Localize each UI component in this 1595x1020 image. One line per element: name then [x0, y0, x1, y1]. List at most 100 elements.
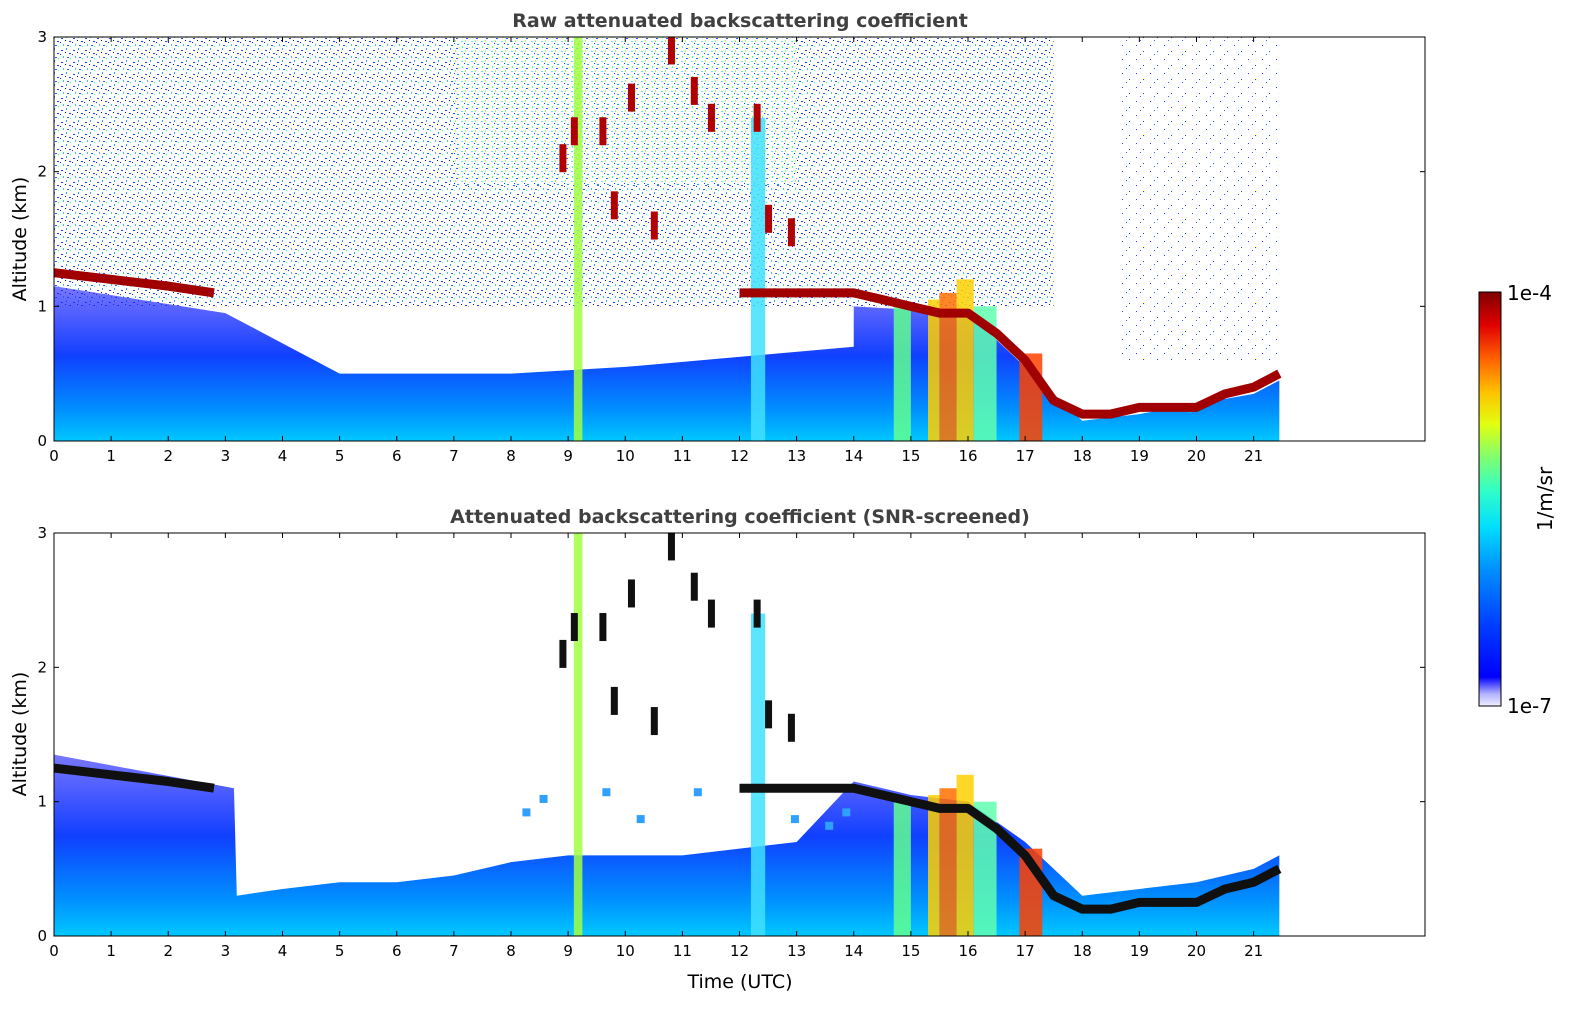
x-tick-label: 9 — [563, 942, 573, 960]
x-tick-label: 16 — [958, 447, 977, 465]
colorbar-unit-label: 1/m/sr — [1533, 466, 1557, 531]
x-tick-label: 10 — [616, 447, 635, 465]
screened-patch — [522, 808, 531, 817]
cloud-layer-line — [53, 763, 215, 793]
high-cloud-fragment — [690, 76, 698, 105]
x-tick-label: 13 — [787, 942, 806, 960]
high-cloud-fragment — [765, 700, 773, 729]
signal-column — [750, 117, 766, 442]
signal-column — [893, 801, 911, 936]
x-tick-label: 0 — [49, 447, 59, 465]
raw-clear-gap — [1053, 37, 1117, 361]
panel-screened: Attenuated backscattering coefficient (S… — [9, 506, 1426, 993]
x-tick-label: 2 — [163, 942, 173, 960]
x-tick-label: 20 — [1187, 447, 1206, 465]
panel-screened-plot-area — [53, 532, 1282, 936]
high-cloud-fragment — [559, 639, 567, 668]
signal-column — [573, 37, 583, 441]
high-cloud-fragment — [667, 532, 675, 561]
x-tick-label: 9 — [563, 447, 573, 465]
high-cloud-fragment — [610, 686, 618, 715]
x-tick-label: 1 — [106, 942, 116, 960]
x-tick-label: 21 — [1244, 942, 1263, 960]
signal-column — [973, 306, 997, 441]
high-cloud-fragment — [599, 117, 607, 146]
screened-patch — [842, 808, 851, 817]
signal-column — [939, 788, 957, 936]
signal-column — [893, 306, 911, 441]
y-tick-label: 1 — [37, 297, 47, 315]
x-tick-label: 3 — [221, 447, 231, 465]
y-tick-label: 0 — [37, 432, 47, 450]
cloud-layer-line — [53, 268, 215, 298]
screened-patch — [602, 788, 611, 797]
x-tick-label: 18 — [1073, 942, 1092, 960]
raw-noise-field-bright — [453, 37, 797, 186]
panel-raw: Raw attenuated backscattering coefficien… — [9, 10, 1426, 465]
signal-column — [750, 613, 766, 936]
signal-column — [973, 801, 997, 936]
x-tick-label: 6 — [392, 942, 402, 960]
screened-patch — [825, 821, 834, 830]
x-tick-label: 15 — [901, 942, 920, 960]
x-tick-label: 2 — [163, 447, 173, 465]
x-tick-label: 5 — [335, 447, 345, 465]
raw-noise-field-sparse — [1116, 37, 1280, 361]
x-tick-label: 14 — [844, 942, 863, 960]
high-cloud-fragment — [627, 579, 635, 608]
x-tick-label: 13 — [787, 447, 806, 465]
high-cloud-fragment — [610, 191, 618, 220]
colorbar: 1e-4 1e-7 1/m/sr — [1478, 281, 1557, 718]
x-tick-label: 12 — [730, 447, 749, 465]
x-tick-label: 21 — [1244, 447, 1263, 465]
x-tick-label: 16 — [958, 942, 977, 960]
x-tick-label: 14 — [844, 447, 863, 465]
panel-raw-plot-area — [53, 36, 1282, 442]
high-cloud-fragment — [753, 599, 761, 628]
signal-column — [573, 533, 583, 936]
screened-patch — [693, 788, 702, 797]
x-tick-label: 8 — [506, 447, 516, 465]
x-tick-label: 4 — [278, 942, 288, 960]
y-tick-label: 3 — [37, 28, 47, 46]
y-tick-label: 2 — [37, 658, 47, 676]
screened-patch — [636, 815, 645, 824]
x-tick-label: 0 — [49, 942, 59, 960]
x-tick-label: 3 — [221, 942, 231, 960]
signal-column — [928, 794, 940, 936]
screened-patch — [539, 794, 548, 803]
high-cloud-fragment — [765, 204, 773, 233]
cloud-layer-line — [739, 288, 1282, 419]
x-tick-label: 17 — [1016, 447, 1035, 465]
high-cloud-fragment — [690, 572, 698, 601]
high-cloud-fragment — [707, 103, 715, 132]
colorbar-min-label: 1e-7 — [1507, 694, 1552, 718]
x-tick-label: 11 — [673, 447, 692, 465]
x-tick-label: 12 — [730, 942, 749, 960]
panel-screened-title: Attenuated backscattering coefficient (S… — [450, 506, 1030, 528]
signal-column — [939, 292, 957, 441]
x-tick-label: 19 — [1130, 942, 1149, 960]
x-tick-label: 5 — [335, 942, 345, 960]
high-cloud-fragment — [599, 613, 607, 642]
x-tick-label: 19 — [1130, 447, 1149, 465]
y-tick-label: 2 — [37, 163, 47, 181]
x-tick-label: 20 — [1187, 942, 1206, 960]
high-cloud-fragment — [707, 599, 715, 628]
high-cloud-fragment — [787, 713, 795, 742]
x-tick-label: 4 — [278, 447, 288, 465]
signal-column — [956, 279, 974, 441]
high-cloud-fragment — [787, 218, 795, 247]
x-tick-label: 11 — [673, 942, 692, 960]
x-tick-label: 1 — [106, 447, 116, 465]
signal-column — [956, 774, 974, 936]
panel-raw-title: Raw attenuated backscattering coefficien… — [512, 10, 968, 32]
x-tick-label: 7 — [449, 447, 459, 465]
x-tick-label: 8 — [506, 942, 516, 960]
y-tick-label: 3 — [37, 524, 47, 542]
high-cloud-fragment — [753, 103, 761, 132]
x-tick-label: 6 — [392, 447, 402, 465]
